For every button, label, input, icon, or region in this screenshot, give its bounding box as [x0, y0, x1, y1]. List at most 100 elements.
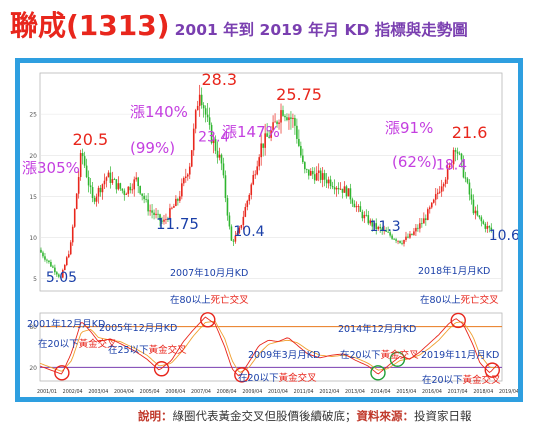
candle-body — [256, 166, 259, 175]
kd-annotation-signal: 在80以上死亡交叉 — [420, 294, 499, 306]
candle-body — [387, 231, 389, 233]
rise-label: 漲91% — [385, 119, 433, 137]
date-tick-label: 2014/04 — [371, 389, 391, 395]
candle-body — [482, 221, 485, 224]
date-tick-label: 2012/04 — [319, 389, 339, 395]
candle-body — [250, 184, 253, 195]
candle-body — [337, 187, 340, 190]
candle-body — [355, 206, 358, 208]
candlestick-series — [40, 84, 493, 279]
candle-body — [311, 170, 314, 175]
candle-body — [220, 154, 223, 164]
candle-body — [62, 269, 64, 278]
candle-body — [343, 186, 346, 193]
candle-body — [115, 179, 118, 190]
kd-cross-circle — [54, 365, 70, 381]
candle-body — [288, 117, 290, 121]
candle-body — [40, 249, 42, 253]
kd-annotation-signal: 在80以上死亡交叉 — [170, 294, 249, 306]
candle-body — [232, 240, 235, 242]
candle-body — [341, 188, 344, 193]
candle-body — [159, 214, 161, 221]
price-tick-label: 20 — [29, 153, 37, 160]
candle-body — [210, 124, 213, 144]
candle-body — [149, 210, 151, 212]
candle-body — [474, 210, 477, 214]
candle-body — [476, 210, 479, 216]
price-label: 28.3 — [201, 70, 237, 89]
candle-body — [427, 209, 429, 220]
price-label: 25.75 — [276, 85, 322, 104]
candle-body — [131, 189, 134, 191]
candle-body — [464, 177, 467, 179]
candle-body — [181, 183, 183, 197]
candle-body — [177, 198, 179, 201]
candle-body — [137, 177, 139, 187]
candle-body — [105, 177, 108, 181]
candle-body — [198, 94, 201, 106]
candle-body — [85, 165, 88, 178]
candle-body — [462, 159, 465, 178]
price-label: 18.4 — [436, 157, 467, 173]
candle-body — [107, 172, 110, 178]
candle-body — [381, 228, 383, 231]
candle-body — [458, 153, 461, 155]
candle-body — [480, 217, 483, 222]
candle-body — [202, 105, 205, 109]
kd-annotation-desc: 在20以下 — [340, 349, 381, 361]
candle-body — [317, 170, 320, 173]
candle-body — [421, 223, 423, 225]
candle-body — [282, 110, 284, 116]
kd-cross-circle — [370, 365, 386, 381]
candle-body — [212, 139, 215, 144]
candle-body — [127, 186, 130, 194]
kd-annotation-date: 2005年12月月KD — [99, 322, 177, 334]
candle-body — [240, 225, 243, 228]
candle-body — [252, 174, 255, 185]
candle-body — [129, 186, 132, 191]
candle-body — [48, 260, 50, 263]
candle-body — [393, 238, 395, 240]
kd-annotation-signal: 在20以下黃金交叉 — [238, 372, 317, 384]
candle-body — [183, 177, 185, 184]
candle-body — [278, 122, 280, 124]
candle-body — [333, 187, 336, 190]
candle-body — [466, 178, 469, 183]
candle-body — [423, 218, 425, 224]
candle-body — [307, 169, 310, 176]
candle-body — [109, 172, 112, 183]
kd-annotation-date: 2018年1月月KD — [418, 265, 490, 277]
candle-body — [89, 185, 92, 188]
candle-body — [321, 173, 324, 180]
candle-body — [111, 179, 114, 183]
candle-body — [200, 94, 203, 106]
candle-body — [490, 227, 493, 231]
candle-body — [389, 232, 391, 236]
kd-cross-circle — [389, 351, 406, 367]
candle-body — [79, 153, 82, 178]
price-tick-label: 25 — [29, 112, 37, 119]
candle-body — [351, 199, 354, 204]
candle-body — [71, 226, 74, 243]
candle-body — [93, 198, 96, 202]
candle-body — [359, 206, 362, 212]
source-label: 資料來源： — [356, 409, 415, 423]
candle-body — [216, 150, 219, 158]
candle-body — [230, 226, 233, 241]
date-tick-label: 2004/04 — [114, 389, 134, 395]
candle-body — [478, 215, 481, 218]
candle-body — [379, 226, 381, 229]
candle-body — [367, 215, 370, 224]
candle-body — [335, 187, 338, 190]
candle-body — [99, 187, 102, 193]
candle-body — [454, 150, 457, 152]
kd-annotation-signal: 在20以下黃金交叉 — [422, 374, 501, 386]
candle-body — [425, 218, 427, 220]
candle-body — [286, 117, 288, 121]
candle-body — [339, 188, 342, 190]
candle-body — [315, 172, 318, 181]
candle-body — [262, 143, 264, 148]
candle-body — [484, 223, 487, 229]
candle-body — [298, 138, 300, 146]
kd-annotation-desc: 在80以上 — [170, 294, 211, 306]
